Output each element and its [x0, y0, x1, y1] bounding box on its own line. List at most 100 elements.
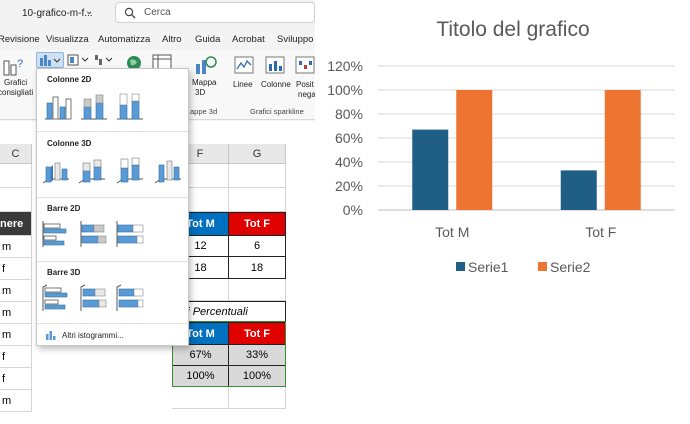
- cell-g-empty-4[interactable]: [229, 387, 286, 409]
- section-barre-3d: Barre 3D: [47, 268, 81, 277]
- legend[interactable]: Serie1 Serie2: [456, 259, 591, 275]
- waterfall-chart-icon[interactable]: [94, 53, 116, 67]
- y-tick-label: 40%: [335, 154, 363, 170]
- mappa-label-2: 3D: [195, 88, 206, 97]
- mappa-label-1: Mappa: [192, 78, 217, 87]
- cell-row-1[interactable]: m: [0, 236, 32, 258]
- y-tick-label: 0%: [343, 202, 363, 218]
- stacked-100-bar-icon[interactable]: [115, 219, 145, 249]
- pct-f-1[interactable]: 33%: [228, 344, 286, 366]
- cell-f-empty-3[interactable]: [172, 279, 229, 301]
- gallery-divider: [37, 323, 188, 324]
- cell-row-2[interactable]: f: [0, 258, 32, 280]
- tab-sviluppo[interactable]: Sviluppo: [277, 34, 314, 45]
- bar-serie1-tot-f[interactable]: [560, 170, 597, 210]
- file-name[interactable]: 10-grafico-m-f...: [22, 8, 93, 19]
- recommended-charts-icon[interactable]: ?: [2, 55, 26, 77]
- pct-tot-f-header[interactable]: Tot F: [228, 322, 286, 345]
- legend-label[interactable]: Serie1: [468, 259, 509, 275]
- posit-label-2: nega: [298, 90, 315, 99]
- 3d-stacked-100-bar-icon[interactable]: [115, 283, 145, 313]
- cell-f-empty-2[interactable]: [172, 188, 229, 212]
- 3d-stacked-bar-icon[interactable]: [79, 283, 109, 313]
- sparkline-winloss-icon[interactable]: [295, 56, 315, 74]
- y-tick-label: 80%: [335, 106, 363, 122]
- cell-g-empty-1[interactable]: [229, 164, 286, 188]
- column-header-c[interactable]: C: [0, 144, 32, 164]
- pct-f-2[interactable]: 100%: [228, 365, 286, 387]
- column-chart-button[interactable]: [36, 52, 64, 68]
- grafici-label-2: consigliati: [0, 88, 34, 97]
- bar-serie2-tot-f[interactable]: [604, 90, 641, 210]
- stacked-100-column-icon[interactable]: [115, 91, 145, 121]
- cell-row-5[interactable]: m: [0, 324, 32, 346]
- cell-row-7[interactable]: f: [0, 368, 32, 390]
- tab-visualizza[interactable]: Visualizza: [46, 34, 89, 45]
- y-axis-ticks: 0% 20% 40% 60% 80% 100% 120%: [327, 58, 363, 218]
- 3d-column-icon[interactable]: [153, 155, 183, 185]
- section-barre-2d: Barre 2D: [47, 204, 81, 213]
- svg-text:?: ?: [17, 58, 23, 70]
- column-chart-icon: [40, 55, 61, 66]
- cell-row-6[interactable]: f: [0, 346, 32, 368]
- cell-c-empty-2[interactable]: [0, 188, 32, 212]
- cell-c-empty-1[interactable]: [0, 164, 32, 188]
- hierarchy-chart-icon[interactable]: [67, 53, 91, 67]
- bar-serie2-tot-m[interactable]: [456, 90, 493, 210]
- percent-title-cell[interactable]: lori Percentuali: [172, 301, 286, 323]
- x-tick-label: Tot M: [435, 224, 469, 240]
- cell-row-4[interactable]: m: [0, 302, 32, 324]
- tab-automatizza[interactable]: Automatizza: [98, 34, 151, 45]
- maps-icon[interactable]: [125, 54, 143, 72]
- more-column-charts-link[interactable]: Altri istogrammi...: [62, 331, 124, 340]
- map-3d-icon[interactable]: [194, 54, 218, 76]
- tab-guida[interactable]: Guida: [195, 34, 221, 45]
- cell-row-3[interactable]: m: [0, 280, 32, 302]
- tot-f-header[interactable]: Tot F: [228, 212, 286, 236]
- gallery-divider: [37, 131, 188, 132]
- column-header-g[interactable]: G: [229, 144, 286, 164]
- 3d-clustered-column-icon[interactable]: [41, 155, 71, 185]
- y-tick-label: 60%: [335, 130, 363, 146]
- pct-m-2[interactable]: 100%: [172, 365, 229, 387]
- genere-header-text: nere: [0, 217, 24, 230]
- gallery-divider: [37, 197, 188, 198]
- clustered-column-icon[interactable]: [43, 91, 73, 121]
- section-colonne-2d: Colonne 2D: [47, 75, 92, 84]
- 3d-stacked-100-column-icon[interactable]: [115, 155, 145, 185]
- chart-title[interactable]: Titolo del grafico: [436, 18, 589, 41]
- cell-genere-header[interactable]: nere: [0, 212, 32, 236]
- bar-serie1-tot-m[interactable]: [412, 129, 449, 210]
- ribbon-tabs: Revisione Visualizza Automatizza Altro G…: [0, 30, 315, 50]
- cell-f-empty-4[interactable]: [172, 387, 229, 409]
- percent-title: lori Percentuali: [175, 306, 248, 318]
- legend-swatch: [456, 262, 465, 271]
- 3d-stacked-column-icon[interactable]: [77, 155, 107, 185]
- pivot-chart-icon[interactable]: [152, 54, 174, 72]
- legend-swatch: [538, 262, 547, 271]
- 3d-clustered-bar-icon[interactable]: [41, 283, 71, 313]
- sparkline-column-icon[interactable]: [265, 56, 285, 74]
- y-tick-label: 20%: [335, 178, 363, 194]
- title-bar: 10-grafico-m-f... ⌄ Cerca: [0, 0, 315, 28]
- pct-m-1[interactable]: 67%: [172, 344, 229, 366]
- tot-f-count-2[interactable]: 18: [228, 256, 286, 279]
- stacked-column-icon[interactable]: [79, 91, 109, 121]
- tab-revisione[interactable]: Revisione: [0, 34, 40, 45]
- gallery-divider: [37, 261, 188, 262]
- mappe-group-label: appe 3d: [190, 107, 218, 116]
- cell-f-empty-1[interactable]: [172, 164, 229, 188]
- stacked-bar-icon[interactable]: [79, 219, 109, 249]
- search-input[interactable]: Cerca: [115, 2, 315, 23]
- cell-g-empty-3[interactable]: [229, 279, 286, 301]
- cell-row-8[interactable]: m: [0, 390, 32, 412]
- chevron-down-icon[interactable]: ⌄: [85, 6, 94, 17]
- chart-area[interactable]: Titolo del grafico 0% 20% 40% 60% 80% 100% 120…: [315, 0, 690, 424]
- tot-f-count-1[interactable]: 6: [228, 235, 286, 257]
- legend-label[interactable]: Serie2: [550, 259, 591, 275]
- tab-altro[interactable]: Altro: [162, 34, 182, 45]
- cell-g-empty-2[interactable]: [229, 188, 286, 212]
- tab-acrobat[interactable]: Acrobat: [232, 34, 265, 45]
- clustered-bar-icon[interactable]: [41, 219, 71, 249]
- sparkline-line-icon[interactable]: [234, 56, 254, 74]
